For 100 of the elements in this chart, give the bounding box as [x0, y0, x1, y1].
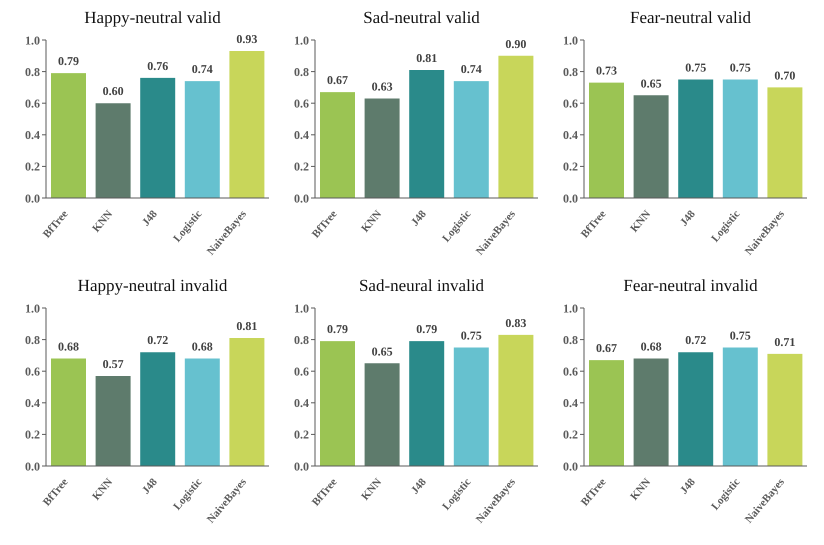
y-tick-label: 0.0: [294, 191, 309, 206]
y-tick-label: 0.0: [563, 191, 578, 206]
data-label: 0.74: [192, 62, 213, 76]
x-tick-label: J48: [409, 476, 430, 497]
data-label: 0.90: [505, 36, 526, 51]
bar: [140, 352, 176, 466]
y-tick-label: 0.6: [294, 96, 309, 110]
bar: [320, 341, 355, 466]
data-label: 0.71: [774, 334, 796, 349]
data-label: 0.81: [416, 51, 438, 66]
y-tick-label: 0.8: [25, 332, 40, 347]
x-tick-label: J48: [678, 476, 698, 497]
bar: [140, 78, 176, 198]
data-label: 0.60: [102, 84, 124, 98]
bar: [498, 56, 534, 198]
data-label: 0.73: [596, 64, 617, 78]
y-tick-label: 0.8: [294, 64, 309, 79]
y-tick-label: 0.4: [294, 128, 309, 142]
chart-title: Fear-neutral valid: [629, 8, 752, 29]
bar: [678, 352, 714, 466]
data-label: 0.75: [730, 60, 751, 74]
data-label: 0.68: [192, 340, 213, 354]
y-tick-label: 1.0: [25, 301, 40, 316]
y-tick-label: 0.8: [294, 332, 309, 347]
bar: [184, 81, 220, 198]
data-label: 0.57: [102, 356, 124, 371]
y-tick-label: 0.6: [563, 364, 578, 378]
y-tick-label: 0.2: [563, 160, 578, 174]
data-label: 0.72: [147, 333, 168, 348]
y-tick-label: 0.6: [25, 96, 40, 110]
y-tick-label: 0.8: [563, 64, 578, 79]
x-tick-label: J48: [409, 208, 430, 229]
data-label: 0.68: [58, 340, 79, 354]
bar: [51, 73, 86, 198]
y-tick-label: 0.8: [25, 64, 40, 79]
data-label: 0.81: [236, 319, 258, 334]
chart-title: Happy-neutral valid: [83, 8, 222, 29]
bar: [320, 92, 355, 198]
data-label: 0.83: [505, 316, 526, 330]
bar: [51, 358, 86, 466]
y-tick-label: 0.4: [294, 396, 309, 410]
y-tick-label: 0.0: [25, 191, 40, 206]
bar: [767, 87, 802, 198]
y-tick-label: 0.4: [25, 396, 40, 410]
data-label: 0.65: [640, 76, 662, 90]
data-label: 0.68: [640, 340, 662, 354]
bar: [454, 81, 489, 198]
bar: [229, 338, 264, 466]
y-tick-label: 0.8: [563, 332, 578, 347]
y-tick-label: 0.4: [25, 128, 40, 142]
data-label: 0.79: [416, 322, 438, 336]
data-label: 0.74: [460, 62, 482, 76]
chart-title: Sad-neural invalid: [358, 276, 486, 297]
y-tick-label: 0.0: [25, 459, 40, 474]
data-label: 0.75: [730, 328, 751, 342]
bar: [722, 348, 758, 466]
data-label: 0.75: [460, 328, 482, 342]
bar: [589, 360, 624, 466]
bar: [767, 354, 802, 466]
bar: [364, 98, 400, 198]
x-tick-label: J48: [140, 476, 160, 497]
bar: [184, 358, 220, 466]
y-tick-label: 0.6: [25, 364, 40, 378]
y-tick-label: 0.2: [294, 428, 309, 442]
x-tick-label: J48: [140, 208, 160, 229]
bar: [589, 82, 624, 198]
y-tick-label: 0.4: [563, 396, 578, 410]
x-tick-label: J48: [678, 208, 698, 229]
data-label: 0.72: [685, 333, 706, 348]
y-tick-label: 0.6: [294, 364, 309, 378]
bar: [634, 95, 669, 198]
chart-title: Fear-neutral invalid: [622, 276, 759, 297]
bar: [634, 358, 669, 466]
data-label: 0.67: [596, 341, 617, 356]
data-label: 0.79: [327, 322, 348, 336]
data-label: 0.67: [327, 73, 348, 88]
data-label: 0.63: [372, 79, 393, 94]
y-tick-label: 0.2: [294, 160, 309, 174]
y-tick-label: 0.2: [563, 428, 578, 442]
y-tick-label: 0.0: [294, 459, 309, 474]
bar: [96, 376, 131, 466]
y-tick-label: 0.6: [563, 96, 578, 110]
bar: [498, 334, 534, 466]
y-tick-label: 1.0: [25, 33, 40, 48]
data-label: 0.93: [236, 32, 258, 46]
y-tick-label: 1.0: [563, 301, 578, 316]
data-label: 0.76: [147, 58, 168, 73]
bar: [96, 103, 131, 198]
bar: [678, 80, 714, 198]
chart-title: Sad-neutral valid: [362, 8, 481, 29]
y-tick-label: 0.4: [563, 128, 578, 142]
y-tick-label: 0.2: [25, 428, 40, 442]
chart-title: Happy-neutral invalid: [76, 276, 228, 297]
bar: [722, 80, 758, 198]
y-tick-label: 1.0: [294, 33, 309, 48]
data-label: 0.75: [685, 60, 706, 74]
bar: [409, 341, 444, 466]
bar: [409, 70, 444, 198]
y-tick-label: 0.0: [563, 459, 578, 474]
data-label: 0.79: [58, 54, 79, 68]
